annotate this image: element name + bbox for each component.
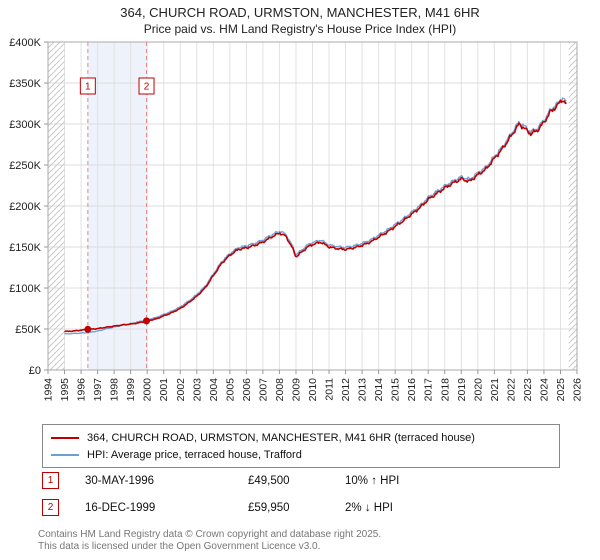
svg-text:2000: 2000 (142, 378, 154, 402)
transaction-row: 2 16-DEC-1999 £59,950 2% ↓ HPI (42, 499, 572, 516)
footer-line-1: Contains HM Land Registry data © Crown c… (38, 529, 382, 540)
transaction-1-hpi: 10% ↑ HPI (345, 474, 400, 487)
svg-text:£200K: £200K (9, 201, 41, 213)
svg-text:2018: 2018 (439, 378, 451, 402)
svg-text:2022: 2022 (505, 378, 517, 402)
svg-text:£400K: £400K (9, 37, 41, 49)
svg-text:2009: 2009 (290, 378, 302, 402)
svg-text:£50K: £50K (15, 324, 41, 336)
svg-text:2020: 2020 (472, 378, 484, 402)
transaction-2-badge: 2 (42, 499, 59, 516)
chart-legend: 364, CHURCH ROAD, URMSTON, MANCHESTER, M… (42, 424, 560, 468)
svg-text:2012: 2012 (340, 378, 352, 402)
svg-text:2008: 2008 (274, 378, 286, 402)
price-chart[interactable]: 1 2 £0 £50K £100K £150K £200K £250K £300K £350K £4… (0, 0, 600, 420)
legend-item-property: 364, CHURCH ROAD, URMSTON, MANCHESTER, M… (51, 429, 551, 446)
legend-line-blue (51, 453, 79, 456)
svg-text:£350K: £350K (9, 78, 41, 90)
svg-text:2026: 2026 (572, 378, 584, 402)
svg-text:£300K: £300K (9, 119, 41, 131)
license-footer: Contains HM Land Registry data © Crown c… (38, 529, 590, 553)
svg-text:2007: 2007 (257, 378, 269, 402)
svg-text:2024: 2024 (538, 378, 550, 402)
transaction-1-date: 30-MAY-1996 (85, 474, 155, 487)
svg-text:2014: 2014 (373, 378, 385, 402)
page-title: 364, CHURCH ROAD, URMSTON, MANCHESTER, M… (120, 5, 480, 20)
svg-text:2025: 2025 (555, 378, 567, 402)
svg-text:£0: £0 (29, 365, 41, 377)
transaction-row: 1 30-MAY-1996 £49,500 10% ↑ HPI (42, 472, 572, 489)
svg-text:2021: 2021 (489, 378, 501, 402)
svg-text:1999: 1999 (125, 378, 137, 402)
svg-text:2011: 2011 (324, 378, 336, 401)
svg-text:1994: 1994 (43, 378, 55, 402)
transaction-1-badge: 1 (42, 472, 59, 489)
svg-text:2005: 2005 (224, 378, 236, 402)
legend-item-hpi: HPI: Average price, terraced house, Traf… (51, 446, 551, 463)
svg-text:2013: 2013 (357, 378, 369, 402)
svg-text:2003: 2003 (191, 378, 203, 402)
svg-text:1998: 1998 (109, 378, 121, 402)
svg-text:2001: 2001 (158, 378, 170, 402)
svg-text:2023: 2023 (522, 378, 534, 402)
svg-text:2: 2 (144, 82, 150, 93)
svg-text:1995: 1995 (59, 378, 71, 402)
svg-text:1997: 1997 (92, 378, 104, 402)
transaction-2-hpi: 2% ↓ HPI (345, 501, 393, 514)
svg-text:2017: 2017 (423, 378, 435, 402)
legend-label-hpi: HPI: Average price, terraced house, Traf… (87, 448, 302, 461)
svg-text:2006: 2006 (241, 378, 253, 402)
transaction-2-price: £59,950 (248, 501, 290, 514)
svg-text:2004: 2004 (208, 378, 220, 402)
svg-text:1996: 1996 (76, 378, 88, 402)
legend-label-property: 364, CHURCH ROAD, URMSTON, MANCHESTER, M… (87, 431, 475, 444)
svg-text:1: 1 (85, 82, 91, 93)
svg-text:2002: 2002 (175, 378, 187, 402)
svg-text:£100K: £100K (9, 283, 41, 295)
svg-text:£250K: £250K (9, 160, 41, 172)
svg-text:2016: 2016 (406, 378, 418, 402)
svg-text:2010: 2010 (307, 378, 319, 402)
transactions-list: 1 30-MAY-1996 £49,500 10% ↑ HPI 2 16-DEC… (42, 472, 572, 526)
page-subtitle: Price paid vs. HM Land Registry's House … (143, 22, 457, 36)
svg-text:£150K: £150K (9, 242, 41, 254)
transaction-2-date: 16-DEC-1999 (85, 501, 156, 514)
footer-line-2: This data is licensed under the Open Gov… (38, 541, 321, 552)
legend-line-red (51, 436, 79, 439)
svg-text:2019: 2019 (456, 378, 468, 402)
svg-text:2015: 2015 (390, 378, 402, 402)
transaction-1-price: £49,500 (248, 474, 290, 487)
